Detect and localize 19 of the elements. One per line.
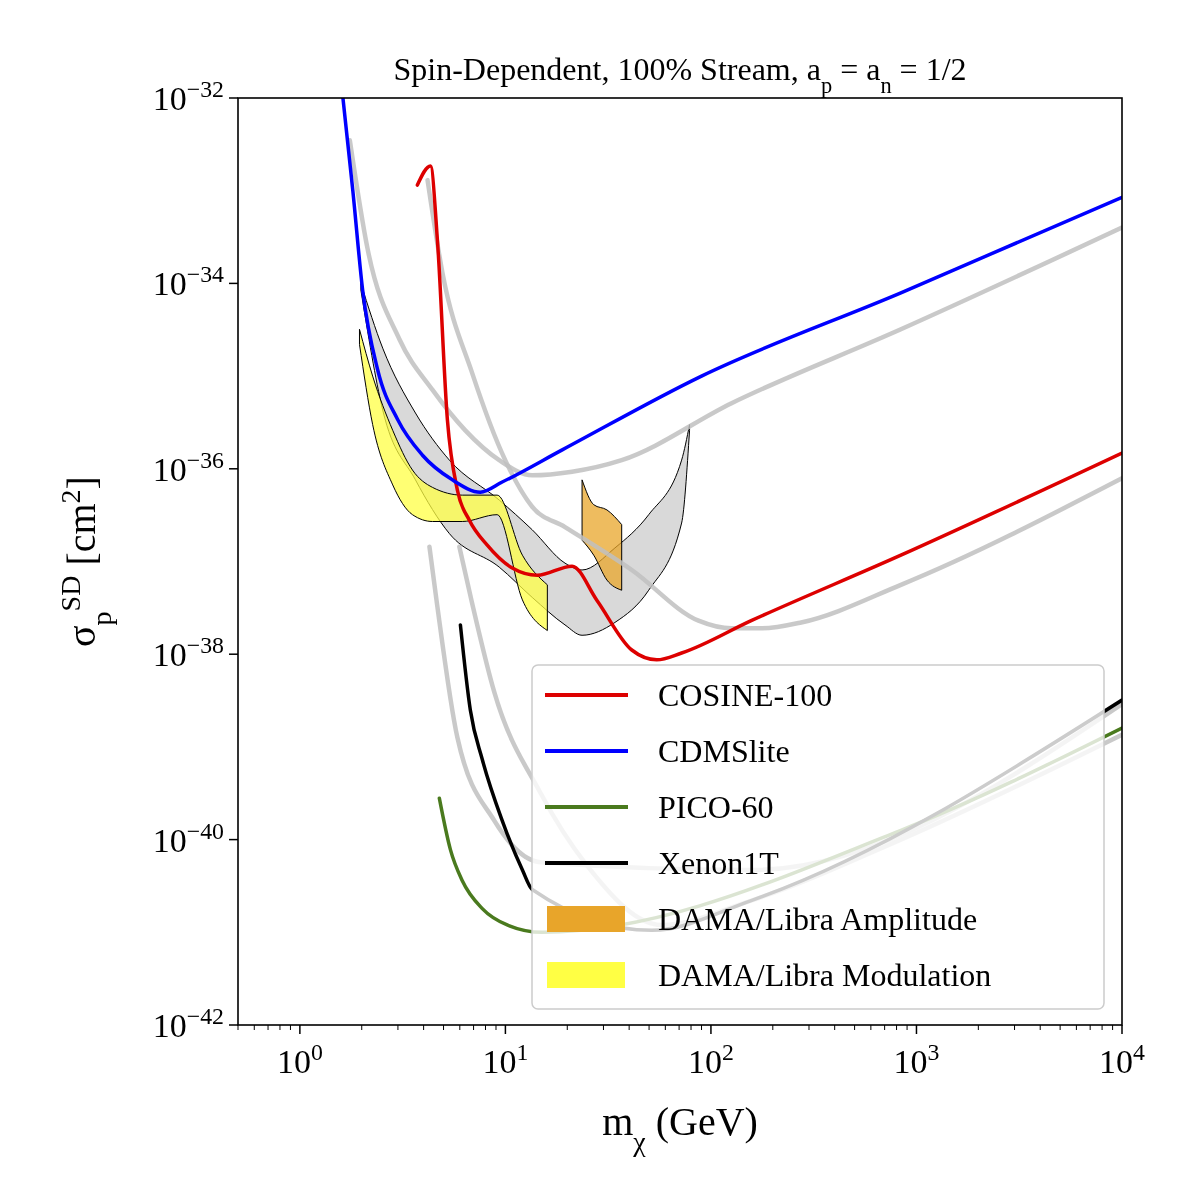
x-tick-label: 10$^{3}$	[893, 1039, 940, 1080]
x-tick-label: 10$^{2}$	[687, 1039, 734, 1080]
legend-label: DAMA/Libra Modulation	[658, 957, 992, 993]
y-tick-label: 10$^{−38}$	[152, 632, 224, 674]
chart-title: Spin-Dependent, 100% Stream, a$_{p}$ = a$_{n}$ = 1/2	[393, 51, 967, 98]
y-tick-label: 10$^{−32}$	[152, 76, 224, 117]
x-tick-label: 10$^{1}$	[482, 1039, 529, 1080]
legend-label: COSINE-100	[658, 677, 833, 713]
legend-label: CDMSlite	[658, 733, 790, 769]
legend-label: PICO-60	[658, 789, 774, 825]
x-tick-label: 10$^{0}$	[276, 1039, 323, 1080]
y-tick-label: 10$^{−34}$	[152, 261, 225, 303]
y-tick-label: 10$^{−36}$	[152, 446, 225, 488]
y-tick-label: 10$^{−40}$	[152, 817, 224, 859]
y-tick-label: 10$^{−42}$	[152, 1003, 224, 1044]
legend-label: Xenon1T	[658, 845, 780, 881]
x-axis-title: m$_{χ}$ (GeV)	[602, 1099, 758, 1157]
legend-label: DAMA/Libra Amplitude	[658, 901, 978, 937]
x-tick-label: 10$^{4}$	[1099, 1039, 1146, 1080]
